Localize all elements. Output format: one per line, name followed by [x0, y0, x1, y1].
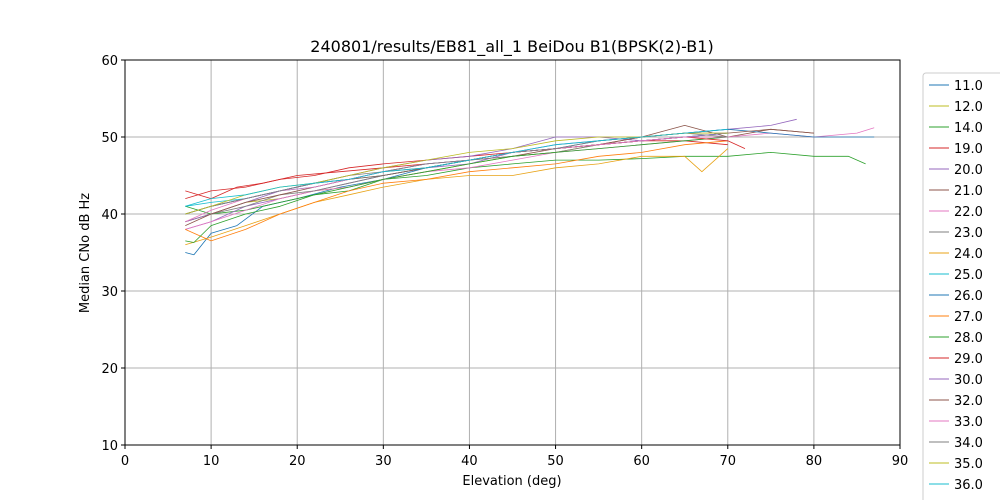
legend-label: 12.0: [954, 100, 983, 115]
x-tick-label: 30: [375, 454, 392, 469]
series-line-24.0: [185, 148, 729, 246]
x-tick-label: 10: [203, 454, 220, 469]
x-tick-label: 50: [547, 454, 564, 469]
x-tick-label: 20: [289, 454, 306, 469]
x-tick-label: 40: [461, 454, 478, 469]
legend-label: 36.0: [954, 478, 983, 493]
chart-title: 240801/results/EB81_all_1 BeiDou B1(BPSK…: [310, 37, 713, 57]
plot-frame: [124, 59, 901, 446]
x-tick-label: 70: [720, 454, 737, 469]
y-axis-label: Median CNo dB Hz: [78, 193, 93, 313]
x-tick-label: 80: [806, 454, 823, 469]
legend-label: 19.0: [954, 142, 983, 157]
y-tick-label: 10: [101, 439, 118, 454]
y-tick-label: 40: [101, 208, 118, 223]
y-tick-label: 60: [101, 54, 118, 69]
legend-label: 14.0: [954, 121, 983, 136]
legend-box: [922, 72, 1000, 500]
legend-label: 20.0: [954, 163, 983, 178]
legend-label: 34.0: [954, 436, 983, 451]
y-tick-label: 20: [101, 362, 118, 377]
legend-label: 21.0: [954, 184, 983, 199]
legend: 11.0 12.0 14.0 19.0 20.0 21.0 22.0 23.0 24.0 25.0…: [922, 72, 1000, 500]
series-line-36.0: [185, 128, 728, 207]
legend-label: 24.0: [954, 247, 983, 262]
series-line-14.0: [185, 151, 866, 215]
legend-label: 23.0: [954, 226, 983, 241]
legend-label: 11.0: [954, 79, 983, 94]
legend-label: 30.0: [954, 373, 983, 388]
legend-label: 22.0: [954, 205, 983, 220]
series-line-28.0: [185, 136, 728, 243]
x-tick-label: 60: [633, 454, 650, 469]
legend-label: 35.0: [954, 457, 983, 472]
legend-label: 26.0: [954, 289, 983, 304]
legend-label: 33.0: [954, 415, 983, 430]
series-line-27.0: [185, 140, 728, 242]
x-tick-label: 90: [892, 454, 909, 469]
x-tick-label: 0: [121, 454, 129, 469]
legend-label: 27.0: [954, 310, 983, 325]
x-axis-label: Elevation (deg): [462, 474, 561, 489]
y-tick-label: 50: [101, 131, 118, 146]
legend-label: 28.0: [954, 331, 983, 346]
y-tick-label: 30: [101, 285, 118, 300]
series-layer: [185, 118, 875, 256]
legend-label: 25.0: [954, 268, 983, 283]
legend-label: 32.0: [954, 394, 983, 409]
legend-label: 29.0: [954, 352, 983, 367]
